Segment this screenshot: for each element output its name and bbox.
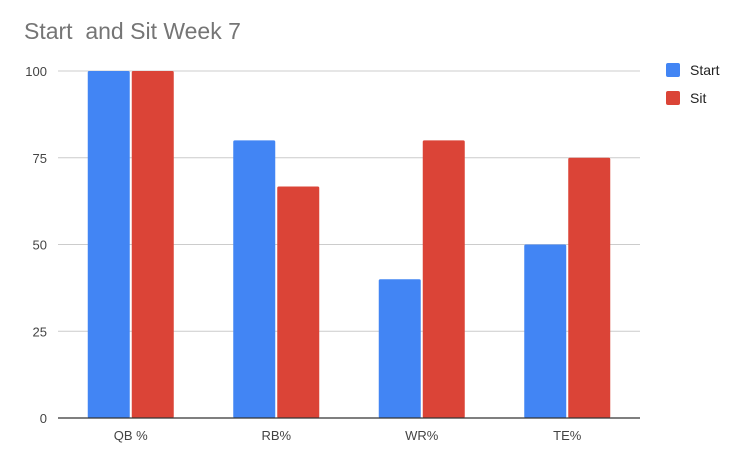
bar-sit-3[interactable] (568, 157, 611, 418)
y-tick-label: 25 (33, 324, 47, 339)
legend-swatch-sit (666, 91, 680, 105)
legend-swatch-start (666, 63, 680, 77)
bar-start-3[interactable] (524, 244, 567, 419)
bar-start-2[interactable] (378, 279, 421, 418)
y-tick-label: 50 (33, 238, 47, 253)
x-tick-labels: QB % RB% WR% TE% (114, 428, 582, 443)
bar-sit-0[interactable] (131, 71, 174, 418)
bar-start-0[interactable] (87, 71, 130, 418)
y-tick-label: 75 (33, 151, 47, 166)
bar-start-1[interactable] (233, 140, 276, 418)
legend: Start Sit (666, 60, 720, 116)
y-tick-label: 100 (25, 64, 47, 79)
y-tick-label: 0 (40, 411, 47, 426)
chart-title: Start and Sit Week 7 (24, 18, 241, 44)
x-tick-label: TE% (553, 428, 582, 443)
y-tick-labels: 0 25 50 75 100 (25, 64, 47, 426)
x-tick-label: RB% (261, 428, 291, 443)
legend-item-start[interactable]: Start (666, 60, 720, 80)
x-tick-label: QB % (114, 428, 148, 443)
bar-sit-1[interactable] (277, 186, 320, 418)
legend-item-sit[interactable]: Sit (666, 88, 720, 108)
bars (87, 71, 611, 419)
x-tick-label: WR% (405, 428, 439, 443)
legend-label-sit: Sit (690, 90, 707, 106)
bar-sit-2[interactable] (422, 140, 465, 418)
legend-label-start: Start (690, 62, 720, 78)
